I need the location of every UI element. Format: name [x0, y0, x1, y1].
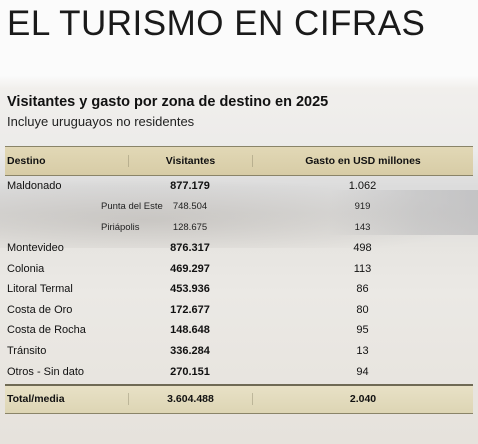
header-gasto: Gasto en USD millones — [252, 155, 473, 167]
row-gasto: 113 — [353, 262, 372, 275]
background-skyline — [328, 190, 478, 235]
row-destino: Piriápolis — [101, 221, 140, 233]
row-visitantes: 172.677 — [170, 303, 210, 316]
table-row: Piriápolis 128.675 143 — [5, 217, 473, 238]
table-subtitle: Incluye uruguayos no residentes — [7, 114, 195, 129]
table-row: Colonia 469.297 113 — [5, 258, 473, 279]
row-visitantes: 148.648 — [170, 324, 210, 337]
header-destino: Destino — [7, 155, 46, 167]
table-row: Otros - Sin dato 270.151 94 — [5, 361, 473, 382]
row-visitantes: 336.284 — [170, 345, 210, 358]
row-visitantes: 876.317 — [170, 242, 210, 255]
table-row: Costa de Oro 172.677 80 — [5, 300, 473, 321]
row-gasto: 13 — [356, 345, 369, 358]
row-destino: Montevideo — [7, 242, 64, 255]
row-visitantes: 453.936 — [170, 283, 210, 296]
row-destino: Tránsito — [7, 345, 47, 358]
tourism-table: Destino Visitantes Gasto en USD millones… — [5, 146, 473, 414]
row-visitantes: 469.297 — [170, 262, 210, 275]
row-gasto: 919 — [354, 201, 371, 213]
row-gasto: 143 — [354, 221, 371, 233]
row-destino: Costa de Rocha — [7, 324, 86, 337]
table-title: Visitantes y gasto por zona de destino e… — [7, 94, 329, 110]
total-visitantes: 3.604.488 — [128, 393, 252, 406]
table-row: Costa de Rocha 148.648 95 — [5, 320, 473, 341]
row-gasto: 95 — [356, 324, 369, 337]
row-destino: Maldonado — [7, 180, 62, 193]
row-destino: Colonia — [7, 262, 45, 275]
row-destino: Punta del Este — [101, 201, 163, 213]
row-visitantes: 748.504 — [172, 201, 208, 213]
row-destino: Otros - Sin dato — [7, 365, 85, 378]
row-visitantes: 128.675 — [172, 221, 208, 233]
row-destino: Costa de Oro — [7, 303, 73, 316]
table-row: Tránsito 336.284 13 — [5, 341, 473, 362]
total-destino: Total/media — [7, 393, 65, 406]
row-visitantes: 270.151 — [170, 365, 210, 378]
total-gasto: 2.040 — [252, 393, 473, 406]
row-destino: Litoral Termal — [7, 283, 73, 296]
page-title: EL TURISMO EN CIFRAS — [7, 4, 426, 43]
table-total-row: Total/media 3.604.488 2.040 — [5, 383, 473, 414]
table-row: Maldonado 877.179 1.062 — [5, 176, 473, 197]
row-gasto: 1.062 — [348, 180, 377, 193]
row-gasto: 80 — [356, 303, 369, 316]
row-gasto: 86 — [356, 283, 369, 296]
table-row: Litoral Termal 453.936 86 — [5, 279, 473, 300]
header-visitantes: Visitantes — [128, 155, 252, 167]
table-row: Montevideo 876.317 498 — [5, 238, 473, 259]
row-gasto: 498 — [353, 242, 372, 255]
table-header: Destino Visitantes Gasto en USD millones — [5, 146, 473, 176]
table-row: Punta del Este 748.504 919 — [5, 197, 473, 218]
row-visitantes: 877.179 — [170, 180, 210, 193]
row-gasto: 94 — [356, 365, 369, 378]
